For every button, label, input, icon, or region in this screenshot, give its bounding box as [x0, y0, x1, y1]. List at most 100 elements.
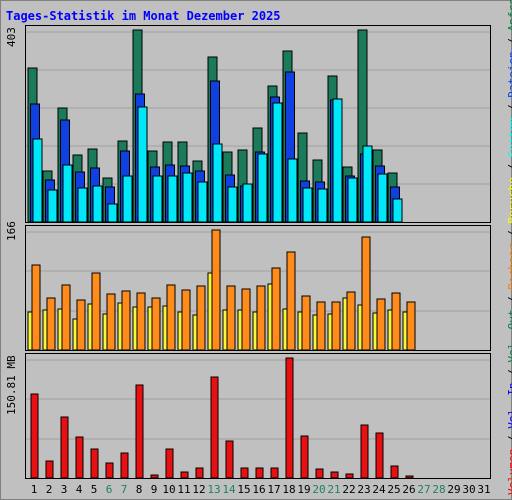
x-axis-labels: 1 2 3 4 5 6 7 8 9 10 11 12 13 14 15 16 17 18 19 20 21 22 23 24 2…: [25, 483, 491, 497]
x-tick-label: 10: [162, 483, 176, 496]
bar-volumen: [330, 471, 339, 478]
x-tick-label: 3: [60, 483, 68, 496]
x-tick-label: 24: [372, 483, 386, 496]
max-label-volume: 150.81 MB: [5, 355, 18, 415]
bar-volumen: [285, 357, 294, 478]
right-legend: Volumen / Vol. In / Vol. Out / Rechner /…: [506, 0, 512, 495]
bar-volumen: [300, 435, 309, 478]
bar-rechner: [121, 290, 131, 350]
bar-seiten: [137, 106, 148, 222]
x-tick-label: 2: [45, 483, 53, 496]
x-tick-label: 31: [477, 483, 491, 496]
bar-rechner: [361, 236, 371, 350]
bar-seiten: [212, 143, 223, 222]
bar-seiten: [272, 102, 283, 222]
x-tick-label: 30: [462, 483, 476, 496]
bar-seiten: [92, 185, 103, 222]
bar-volumen: [45, 460, 54, 478]
bar-rechner: [196, 285, 206, 350]
bar-rechner: [151, 297, 161, 350]
bar-seiten: [107, 203, 118, 222]
bar-seiten: [122, 175, 133, 222]
bar-rechner: [271, 267, 281, 350]
x-tick-label: 29: [447, 483, 461, 496]
bar-volumen: [375, 432, 384, 478]
bar-volumen: [180, 471, 189, 478]
legend-entry: /: [506, 157, 512, 177]
bar-rechner: [346, 291, 356, 350]
bar-rechner: [226, 285, 236, 350]
visits-chart: [26, 229, 490, 350]
bar-volumen: [405, 475, 414, 478]
legend-entry: Vol. Out: [506, 309, 512, 363]
bar-rechner: [181, 289, 191, 350]
bar-volumen: [30, 393, 39, 478]
bar-volumen: [90, 448, 99, 478]
legend-entry: Seiten: [506, 117, 512, 158]
x-tick-label: 25: [387, 483, 401, 496]
x-tick-label: 21: [327, 483, 341, 496]
bar-volumen: [210, 376, 219, 478]
bar-seiten: [362, 145, 373, 222]
bar-rechner: [406, 301, 416, 350]
bar-rechner: [331, 301, 341, 350]
volume-chart: [26, 357, 490, 478]
x-tick-label: 15: [237, 483, 251, 496]
bar-volumen: [255, 467, 264, 478]
x-tick-label: 8: [135, 483, 143, 496]
x-tick-label: 23: [357, 483, 371, 496]
requests-panel: [25, 25, 491, 223]
x-tick-label: 20: [312, 483, 326, 496]
x-tick-label: 9: [150, 483, 158, 496]
x-tick-label: 22: [342, 483, 356, 496]
bar-volumen: [195, 467, 204, 478]
visits-panel: [25, 225, 491, 351]
x-tick-label: 6: [105, 483, 113, 496]
bar-volumen: [315, 468, 324, 478]
bar-rechner: [31, 264, 41, 350]
bar-rechner: [211, 229, 221, 350]
requests-chart: [26, 29, 490, 222]
legend-entry: Dateien: [506, 51, 512, 98]
bar-volumen: [345, 473, 354, 478]
bar-volumen: [270, 467, 279, 478]
legend-entry: /: [506, 429, 512, 449]
bar-volumen: [225, 440, 234, 478]
x-tick-label: 17: [267, 483, 281, 496]
bar-seiten: [287, 158, 298, 222]
bar-rechner: [166, 284, 176, 350]
bar-dateien: [285, 71, 295, 222]
bar-rechner: [91, 272, 101, 350]
bar-rechner: [391, 292, 401, 350]
bar-seiten: [317, 188, 328, 222]
bar-seiten: [152, 175, 163, 222]
bar-seiten: [47, 189, 58, 222]
bar-rechner: [376, 298, 386, 350]
bar-seiten: [197, 181, 208, 222]
legend-entry: Vol. In: [506, 382, 512, 429]
bar-rechner: [316, 301, 326, 350]
bar-seiten: [182, 172, 193, 222]
bar-volumen: [165, 448, 174, 478]
legend-entry: Volumen: [506, 448, 512, 495]
bar-seiten: [257, 153, 268, 222]
bar-rechner: [136, 292, 146, 350]
x-tick-label: 11: [177, 483, 191, 496]
max-label-requests: 403: [5, 27, 18, 47]
bar-anfragen: [357, 29, 368, 222]
legend-entry: /: [506, 31, 512, 51]
x-tick-label: 4: [75, 483, 83, 496]
x-tick-label: 19: [297, 483, 311, 496]
bar-rechner: [286, 251, 296, 350]
chart-title: Tages-Statistik im Monat Dezember 2025: [6, 9, 281, 23]
x-tick-label: 5: [90, 483, 98, 496]
bar-seiten: [242, 183, 253, 222]
x-tick-label: 18: [282, 483, 296, 496]
x-tick-label: 27: [417, 483, 431, 496]
bar-volumen: [75, 436, 84, 478]
x-tick-label: 14: [222, 483, 236, 496]
bar-seiten: [302, 187, 313, 222]
legend-entry: /: [506, 223, 512, 243]
bar-volumen: [150, 474, 159, 478]
